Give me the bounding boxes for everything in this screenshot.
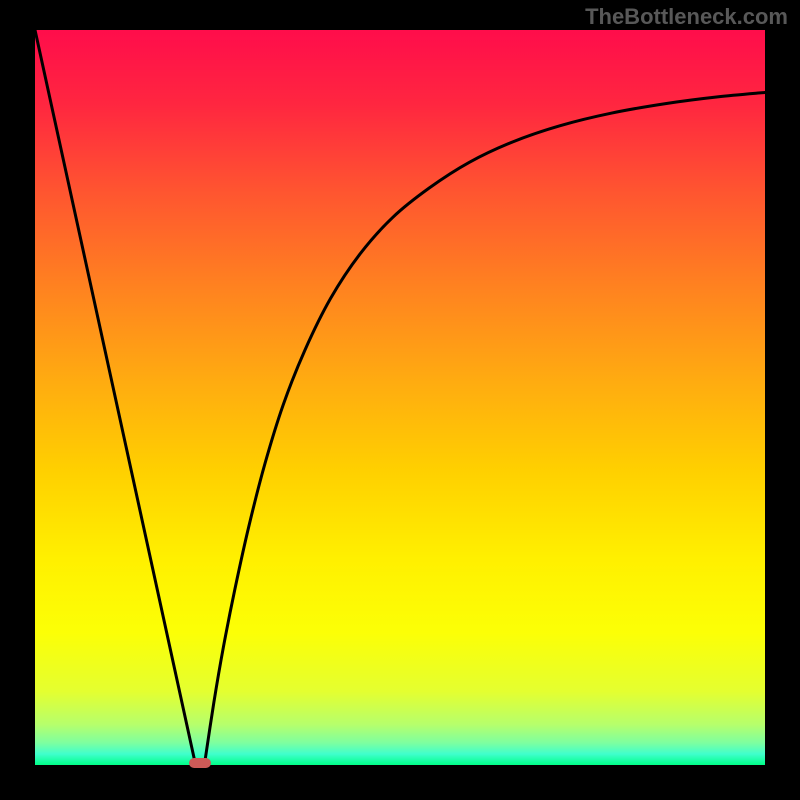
bottleneck-curve [35,30,765,765]
plot-area [35,30,765,765]
curve-layer [35,30,765,765]
source-watermark: TheBottleneck.com [585,4,788,30]
optimal-point-marker [189,758,211,768]
chart-container: TheBottleneck.com [0,0,800,800]
